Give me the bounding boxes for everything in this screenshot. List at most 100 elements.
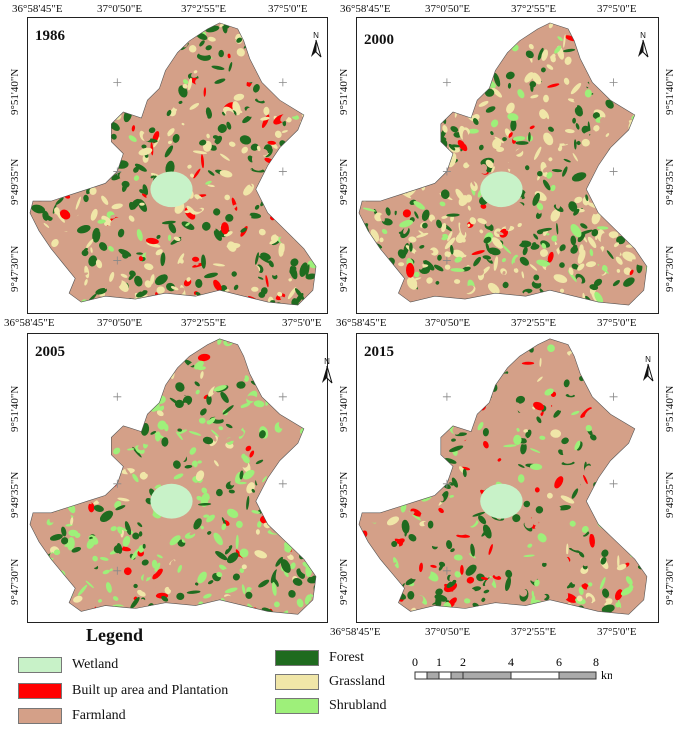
legend-label: Built up area and Plantation: [72, 683, 229, 698]
land-cover-raster: [359, 338, 647, 615]
cross-icon: [278, 479, 287, 488]
lon-tick-label: 36°58'45"E: [12, 3, 63, 15]
lon-tick-label: 36°58'45"E: [340, 3, 391, 15]
lon-tick-label: 37°2'55"E: [511, 3, 557, 15]
lon-tick-label: 37°5'0"E: [268, 3, 308, 15]
legend-title: Legend: [86, 625, 144, 645]
cross-icon: [442, 167, 451, 176]
lat-tick-label: 9°51'40"N: [664, 68, 676, 115]
lon-tick-label: 36°58'45"E: [4, 317, 55, 329]
scale-tick-label: 1: [436, 655, 442, 669]
lat-tick-label: 9°47'30"N: [9, 245, 21, 292]
wetland-patch: [150, 171, 193, 208]
land-cover-raster: [30, 338, 316, 615]
lon-tick-label: 37°2'55"E: [511, 317, 557, 329]
scale-unit-label: km: [601, 668, 612, 682]
scale-tick-label: 2: [460, 655, 466, 669]
scale-bar: 0 1 2 4 6 8 km: [412, 653, 617, 693]
lat-tick-label: 9°49'35"N: [664, 471, 676, 518]
lon-tick-label: 37°5'0"E: [597, 317, 637, 329]
lon-tick-label: 37°5'0"E: [597, 3, 637, 15]
wetland-patch: [150, 483, 193, 519]
land-cover-map-2000: [358, 22, 648, 306]
cross-icon: [609, 78, 618, 87]
study-area-boundary: [29, 338, 317, 615]
study-area-boundary: [358, 22, 648, 306]
cross-icon: [113, 78, 122, 87]
scale-tick-label: 8: [593, 655, 599, 669]
lat-tick-label: 9°51'40"N: [338, 68, 350, 115]
legend-item-grassland: Grassland: [275, 674, 385, 690]
cross-icon: [278, 167, 287, 176]
map-panel-2005: 2005 N: [27, 333, 333, 623]
lat-tick-label: 9°51'40"N: [338, 385, 350, 432]
legend-label: Forest: [329, 650, 364, 665]
cross-icon: [278, 78, 287, 87]
legend-swatch: [275, 650, 319, 666]
north-arrow-icon: N: [634, 31, 652, 59]
scale-tick-label: 0: [412, 655, 418, 669]
lat-tick-label: 9°49'35"N: [338, 158, 350, 205]
land-cover-map-2005: [29, 338, 317, 615]
legend-item-wetland: Wetland: [18, 657, 118, 673]
lon-tick-label: 36°58'45"E: [336, 317, 387, 329]
panel-year-label: 2000: [364, 32, 394, 48]
cross-icon: [442, 479, 451, 488]
panel-year-label: 1986: [35, 28, 65, 44]
lat-tick-label: 9°49'35"N: [9, 471, 21, 518]
cross-icon: [442, 392, 451, 401]
lon-tick-label: 36°58'45"E: [330, 626, 381, 638]
land-cover-map-2015: [358, 338, 648, 615]
north-arrow-icon: N: [639, 355, 657, 383]
legend-swatch: [18, 708, 62, 724]
cross-icon: [113, 479, 122, 488]
cross-icon: [113, 256, 122, 265]
lon-tick-label: 37°2'55"E: [181, 3, 227, 15]
lat-tick-label: 9°47'30"N: [664, 558, 676, 605]
lon-tick-label: 37°0'50"E: [425, 626, 471, 638]
lat-tick-label: 9°47'30"N: [338, 558, 350, 605]
north-arrow-icon: N: [318, 357, 336, 385]
land-cover-raster: [359, 22, 647, 306]
cross-icon: [113, 566, 122, 575]
study-area-boundary: [29, 22, 317, 306]
cross-icon: [442, 566, 451, 575]
legend-item-forest: Forest: [275, 650, 364, 666]
lat-tick-label: 9°51'40"N: [9, 68, 21, 115]
cross-icon: [609, 479, 618, 488]
scale-bar-segments: [414, 671, 597, 680]
wetland-patch: [480, 483, 523, 519]
cross-icon: [609, 392, 618, 401]
panel-year-label: 2005: [35, 344, 65, 360]
legend-label: Farmland: [72, 708, 126, 723]
map-panel-2000: 2000 N: [356, 17, 659, 314]
scale-tick-label: 4: [508, 655, 514, 669]
legend-label: Wetland: [72, 657, 119, 672]
legend-item-farmland: Farmland: [18, 708, 126, 724]
legend-swatch: [275, 698, 319, 714]
lon-tick-label: 37°0'50"E: [97, 317, 143, 329]
cross-icon: [113, 167, 122, 176]
cross-icon: [442, 256, 451, 265]
wetland-patch: [480, 171, 523, 208]
lon-tick-label: 37°2'55"E: [511, 626, 557, 638]
cross-icon: [609, 167, 618, 176]
legend-swatch: [18, 657, 62, 673]
lat-tick-label: 9°49'35"N: [9, 158, 21, 205]
lon-tick-label: 37°0'50"E: [425, 3, 471, 15]
lon-tick-label: 37°2'55"E: [181, 317, 227, 329]
legend-label: Shrubland: [329, 698, 387, 713]
scale-tick-label: 6: [556, 655, 562, 669]
lon-tick-label: 37°0'50"E: [97, 3, 143, 15]
cross-icon: [442, 78, 451, 87]
legend-swatch: [18, 683, 62, 699]
lat-tick-label: 9°51'40"N: [664, 385, 676, 432]
lat-tick-label: 9°51'40"N: [9, 385, 21, 432]
map-panel-1986: 1986 N: [27, 17, 328, 314]
land-cover-raster: [30, 22, 316, 306]
lat-tick-label: 9°47'30"N: [338, 245, 350, 292]
lon-tick-label: 37°5'0"E: [282, 317, 322, 329]
legend-label: Grassland: [329, 674, 385, 689]
land-cover-map-1986: [29, 22, 317, 306]
map-panel-2015: 2015 N: [356, 333, 659, 623]
